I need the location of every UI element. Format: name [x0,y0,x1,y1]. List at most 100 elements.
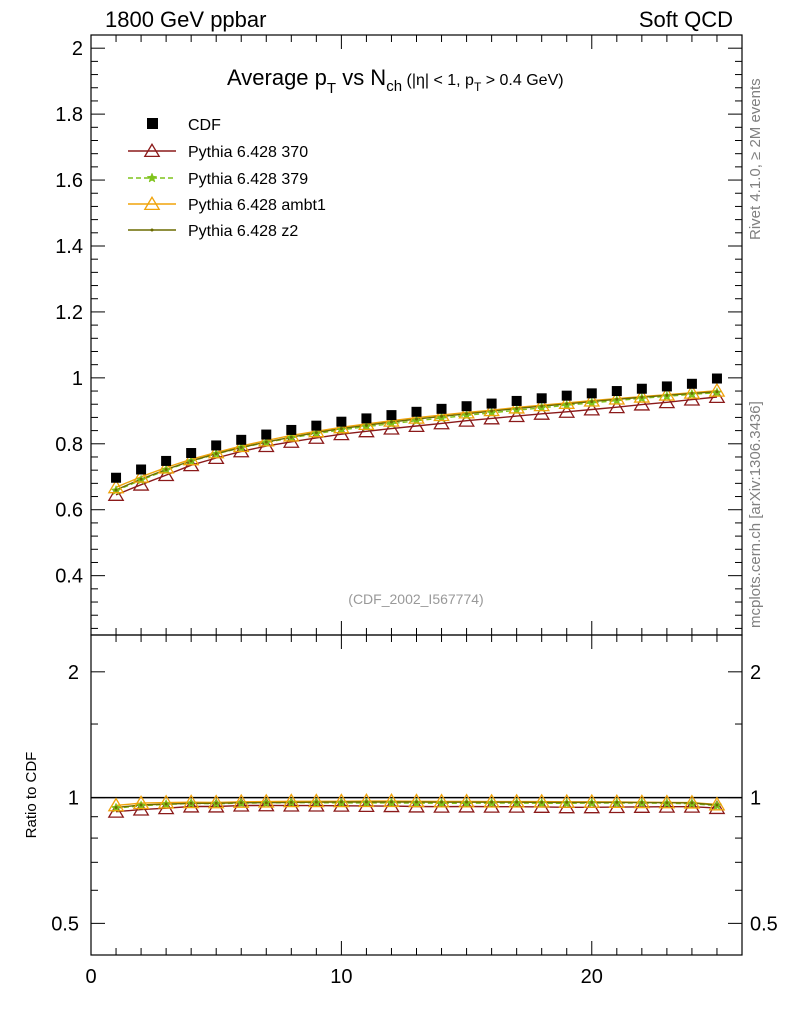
legend-marker-cdf [147,118,158,129]
ratio-point-pythia-6-428-ambt1 [257,793,275,808]
y-tick-label: 1.8 [55,104,83,126]
cdf-data-point [361,413,372,424]
cdf-data-point [111,472,122,483]
ratio-point-pythia-6-428-z2 [540,800,544,804]
main-point-pythia-6-428-z2 [139,477,143,481]
ratio-point-pythia-6-428-z2 [590,800,594,804]
ratio-point-pythia-6-428-ambt1 [333,793,350,808]
y-tick-label: 1.6 [55,170,83,192]
ratio-point-pythia-6-428-370 [282,797,300,812]
legend: CDF Pythia 6.428 370 Pythia 6.428 379 Pythi… [128,117,326,240]
ratio-point-pythia-6-428-ambt1 [483,793,500,808]
ratio-point-pythia-6-428-z2 [214,801,218,805]
ratio-point-pythia-6-428-z2 [690,801,694,805]
ratio-point-pythia-6-428-z2 [389,800,393,804]
legend-item-pythia-6-428-370: Pythia 6.428 370 [128,142,308,161]
cdf-data-point [711,373,722,384]
legend-item-pythia-6-428-ambt1: Pythia 6.428 ambt1 [128,195,326,214]
ratio-point-pythia-6-428-z2 [465,800,469,804]
category-label: Soft QCD [639,7,733,32]
main-point-pythia-6-428-ambt1 [508,399,525,414]
main-point-pythia-6-428-z2 [540,404,544,408]
main-point-pythia-6-428-ambt1 [107,479,125,494]
main-point-pythia-6-428-370 [132,476,150,491]
cdf-data-point [411,406,422,417]
ratio-point-pythia-6-428-ambt1 [282,793,300,808]
ratio-point-pythia-6-428-370 [433,798,450,813]
ratio-point-pythia-6-428-ambt1 [157,794,175,809]
main-point-pythia-6-428-z2 [665,393,669,397]
ratio-point-pythia-6-428-370 [257,797,275,812]
main-point-pythia-6-428-ambt1 [558,394,576,409]
main-point-pythia-6-428-z2 [389,420,393,424]
main-point-pythia-6-428-370 [383,420,400,435]
ratio-point-pythia-6-428-ambt1 [583,793,601,808]
cdf-data-point [211,440,222,451]
main-point-pythia-6-428-370 [157,467,175,482]
ratio-point-pythia-6-428-370 [458,798,475,813]
cdf-data-point [161,455,172,466]
main-point-pythia-6-428-z2 [640,395,644,399]
cdf-data-point [186,448,197,459]
ratio-point-pythia-6-428-z2 [339,800,343,804]
ratio-y-axis-label: Ratio to CDF [23,752,40,839]
ratio-point-pythia-6-428-ambt1 [107,797,125,812]
main-point-pythia-6-428-370 [608,399,626,414]
cdf-data-point [636,383,647,394]
ratio-point-pythia-6-428-370 [232,797,250,812]
ratio-point-pythia-6-428-370 [408,798,425,813]
x-tick-label: 0 [85,966,96,988]
ratio-point-pythia-6-428-ambt1 [533,793,551,808]
ratio-point-pythia-6-428-ambt1 [458,793,475,808]
analysis-id-label: (CDF_2002_I567774) [348,591,483,607]
cdf-data-point [661,381,672,392]
ratio-point-pythia-6-428-z2 [289,800,293,804]
ratio-point-pythia-6-428-z2 [164,802,168,806]
main-point-pythia-6-428-z2 [440,414,444,418]
main-point-pythia-6-428-z2 [415,417,418,421]
ratio-point-pythia-6-428-z2 [264,801,268,805]
axis-ticks [90,35,743,955]
main-point-pythia-6-428-ambt1 [608,390,626,405]
ratio-point-pythia-6-428-ambt1 [182,794,200,809]
ratio-point-pythia-6-428-ambt1 [232,793,250,808]
main-point-pythia-6-428-ambt1 [658,386,676,401]
plot-title: Average pT vs Nch (|η| < 1, pT > 0.4 GeV… [227,65,564,97]
ratio-point-pythia-6-428-z2 [440,800,444,804]
main-point-pythia-6-428-370 [483,410,500,425]
main-point-pythia-6-428-z2 [314,431,318,435]
ratio-y-tick-label-right: 1 [750,788,761,810]
cdf-data-point [261,429,272,440]
cdf-data-point [686,378,697,389]
rivet-version-label: Rivet 4.1.0, ≥ 2M events [747,78,764,240]
ratio-point-pythia-6-428-ambt1 [708,796,726,811]
main-point-pythia-6-428-z2 [690,391,694,395]
ratio-point-pythia-6-428-370 [358,797,375,812]
y-tick-label: 1.2 [55,302,83,324]
ratio-point-pythia-6-428-370 [383,798,400,813]
main-point-pythia-6-428-z2 [289,435,293,439]
legend-item-cdf: CDF [147,117,221,134]
main-point-pythia-6-428-370 [683,391,701,406]
main-point-pythia-6-428-370 [107,486,125,501]
cdf-data-point [136,464,147,475]
ratio-point-pythia-6-428-ambt1 [132,795,150,810]
main-point-pythia-6-428-z2 [565,402,569,406]
ratio-point-pythia-6-428-370 [608,799,626,814]
main-point-pythia-6-428-ambt1 [408,409,425,424]
y-tick-label: 2 [72,38,83,60]
ratio-point-pythia-6-428-z2 [415,800,418,804]
ratio-y-tick-label-left: 2 [68,662,79,684]
cdf-data-point [436,403,447,414]
main-point-pythia-6-428-ambt1 [207,444,225,459]
y-tick-label: 0.4 [55,566,83,588]
legend-marker [146,172,158,183]
main-point-pythia-6-428-z2 [465,412,469,416]
main-point-pythia-6-428-ambt1 [583,392,601,407]
main-point-pythia-6-428-370 [533,405,551,420]
energy-label: 1800 GeV ppbar [105,7,266,32]
ratio-point-pythia-6-428-ambt1 [408,793,425,808]
x-tick-label: 10 [330,966,352,988]
ratio-point-pythia-6-428-370 [308,797,325,812]
legend-label: Pythia 6.428 z2 [188,223,298,240]
